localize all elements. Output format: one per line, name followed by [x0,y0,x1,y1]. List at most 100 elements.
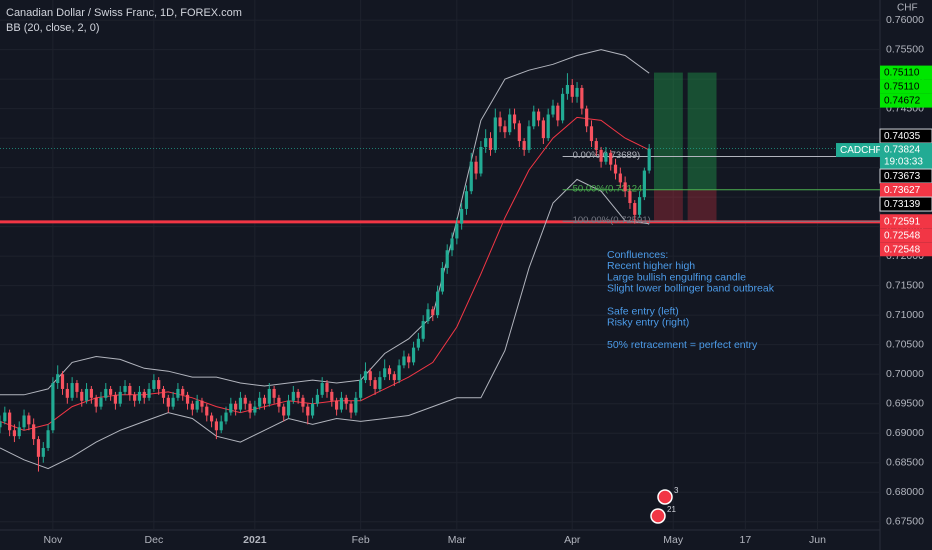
candle-body [402,356,406,366]
candle-body [36,439,41,457]
candle-body [522,141,526,150]
candle-body [647,148,651,171]
x-tick-label: Jun [809,534,826,546]
candle-body [594,141,598,150]
candle-body [70,383,74,398]
price-tag-label: 0.74672 [884,96,921,107]
candle-body [166,397,170,407]
price-tag-label: 0.72591 [884,216,921,227]
candle-body [373,380,377,389]
y-tick-label: 0.70000 [886,368,924,380]
candle-body [56,374,60,384]
badge-icon [650,508,666,524]
candle-body [80,391,84,401]
target-zone [653,72,683,190]
candle-body [209,415,214,422]
candle-body [75,383,79,392]
candle-body [397,365,401,381]
candle-body [128,385,132,395]
candle-body [536,111,541,121]
candle-body [205,406,209,416]
candle-body [493,117,497,150]
candle-body [556,105,560,121]
candle-body [580,87,584,109]
price-tag [880,228,932,243]
candle-body [445,250,449,268]
candle-body [469,161,473,192]
candle-body [527,126,531,150]
y-tick-label: 0.69500 [886,397,924,409]
candle-body [267,388,271,404]
candle-body [503,126,507,133]
candle-body [387,368,392,375]
chart-title: Canadian Dollar / Swiss Franc, 1D, FOREX… [6,7,242,19]
candle-body [421,321,425,339]
candle-body [243,397,247,404]
candle-body [512,114,517,124]
price-tag [880,79,932,94]
candle-body [99,397,103,407]
price-tag-label: 0.74035 [884,131,921,142]
candle-body [455,223,459,239]
candle-body [320,383,324,395]
candle-body [642,170,646,198]
price-tag [880,242,932,257]
candle-body [224,412,228,422]
candle-body [147,388,151,398]
candle-body [368,371,372,381]
candle-body [12,430,17,437]
price-tag-label: 0.73627 [884,185,921,196]
candle-body [378,377,382,389]
x-tick-label: Dec [145,534,164,546]
candle-body [589,126,594,142]
candle-body [185,394,190,404]
y-tick-label: 0.75500 [886,43,924,55]
candle-body [258,397,262,407]
note-line: Safe entry (left) [607,305,679,317]
candle-body [176,388,180,398]
candle-body [508,114,512,133]
candle-body [551,105,555,115]
candle-body [113,394,118,404]
candle-body [599,149,603,162]
candle-body [60,374,65,389]
candle-body [118,391,122,404]
candle-body [27,415,31,425]
x-tick-label: Feb [352,534,370,546]
candle-body [296,391,300,398]
candle-body [133,394,137,401]
candle-body [392,374,396,381]
candle-body [171,397,175,407]
candle-body [137,391,142,401]
candle-body [214,421,218,431]
y-tick-label: 0.76000 [886,14,924,26]
candle-body [0,421,2,428]
candle-body [435,291,440,316]
bollinger-band [0,178,650,470]
candle-body [464,191,469,209]
y-tick-label: 0.71500 [886,279,924,291]
candle-body [613,164,618,174]
candle-body [359,380,363,398]
candle-body [104,388,108,398]
candle-body [89,388,93,398]
candle-body [517,123,521,142]
candle-body [541,120,545,139]
candle-body [411,347,416,363]
candle-body [426,309,430,322]
candle-body [306,406,310,416]
candle-body [8,412,12,431]
candle-body [407,356,411,363]
price-tag [880,183,932,198]
price-tag [879,196,932,212]
candle-body [272,388,276,398]
candle-body [532,111,536,127]
candle-body [65,388,69,398]
candle-body [17,427,21,437]
badge-icon [657,489,673,505]
note-line: Large bullish engulfing candle [607,271,746,283]
candle-body [604,152,608,162]
candle-body [440,267,445,292]
